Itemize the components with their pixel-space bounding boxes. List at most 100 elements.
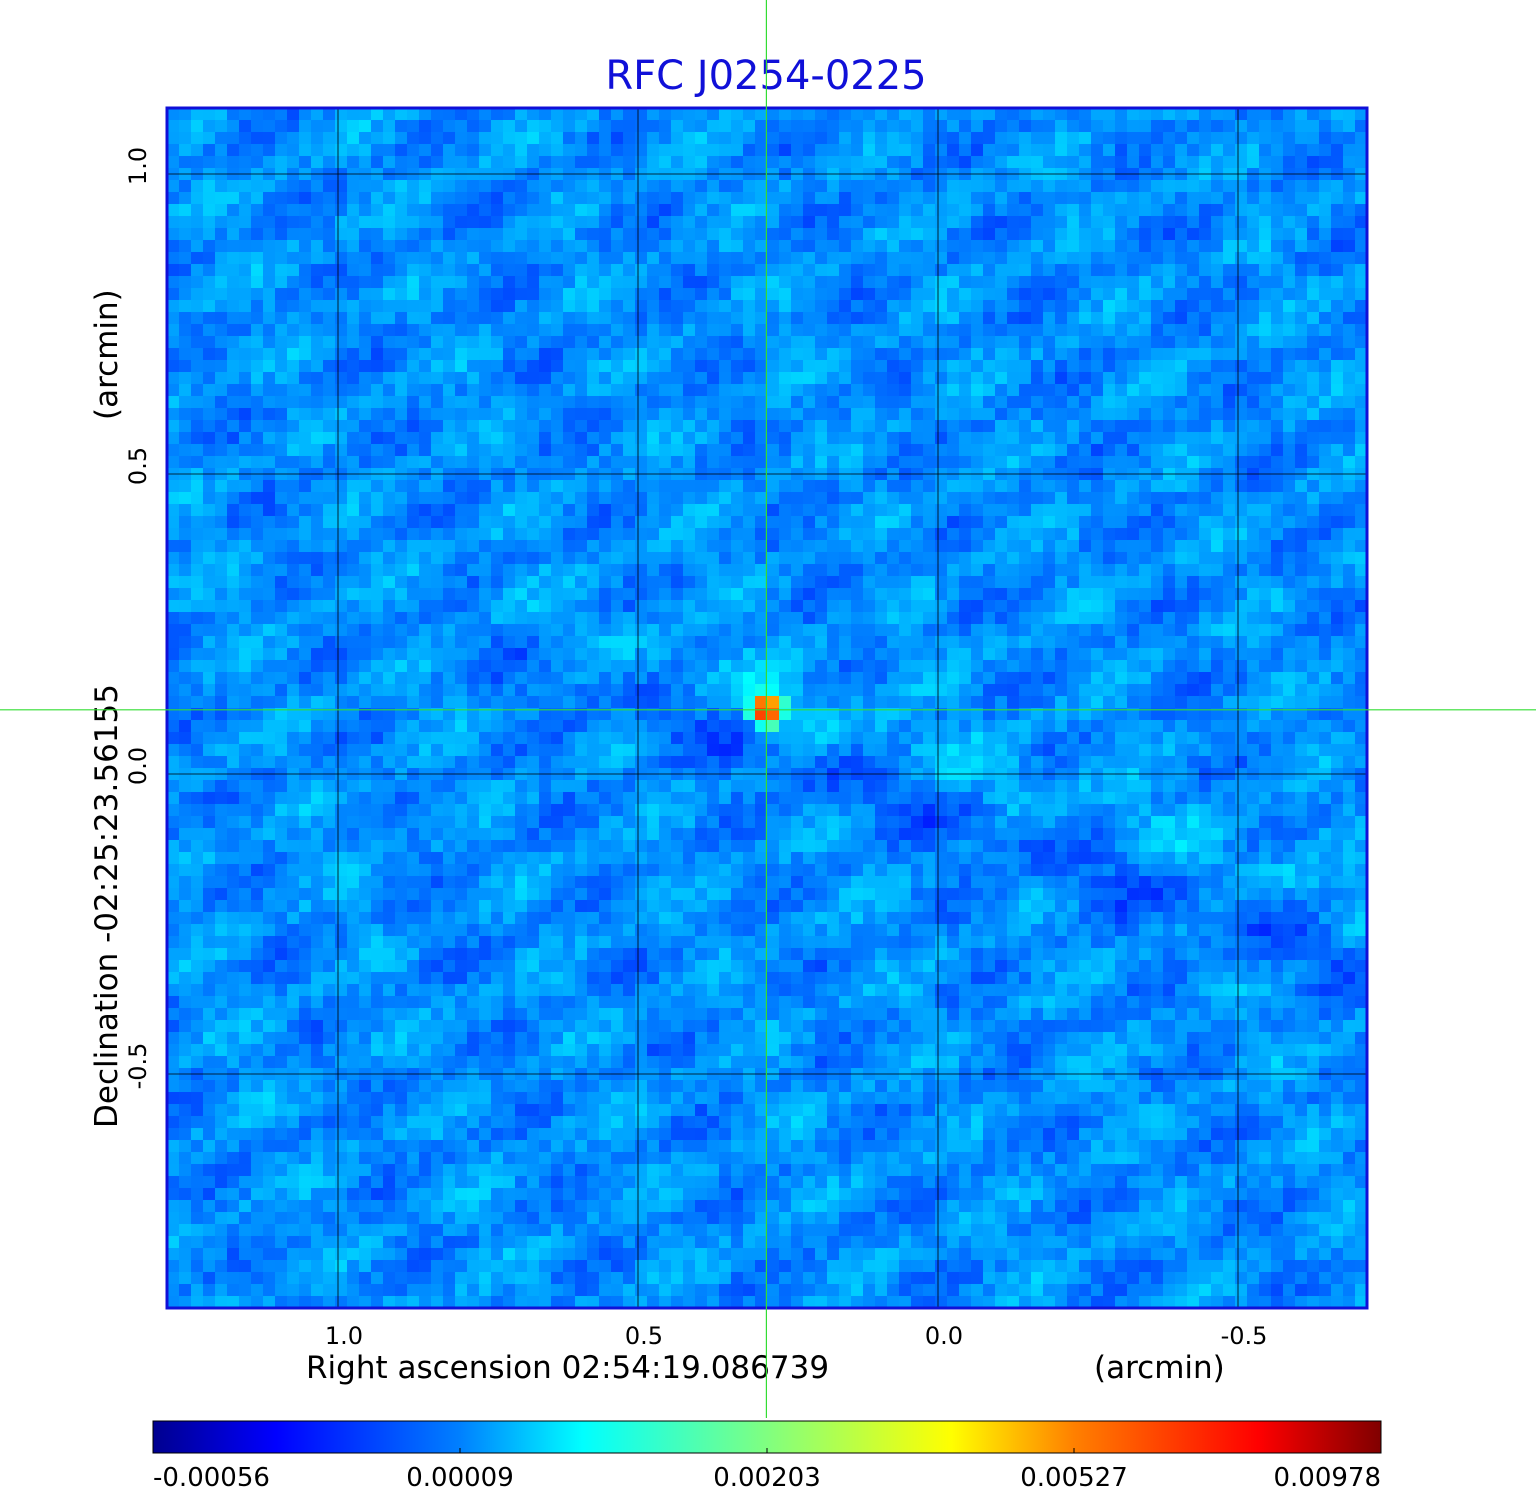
heatmap-cell [923, 204, 936, 217]
heatmap-cell [1115, 252, 1128, 265]
heatmap-cell [395, 336, 408, 349]
heatmap-cell [1151, 624, 1164, 637]
heatmap-cell [299, 624, 312, 637]
heatmap-cell [1103, 516, 1116, 529]
heatmap-cell [179, 480, 192, 493]
heatmap-cell [1235, 528, 1248, 541]
heatmap-cell [659, 396, 672, 409]
heatmap-cell [563, 528, 576, 541]
heatmap-cell [1163, 372, 1176, 385]
heatmap-cell [419, 648, 432, 661]
heatmap-cell [191, 324, 204, 337]
heatmap-cell [179, 288, 192, 301]
heatmap-cell [1343, 216, 1356, 229]
heatmap-cell [179, 552, 192, 565]
heatmap-cell [1319, 552, 1332, 565]
heatmap-cell [971, 312, 984, 325]
heatmap-cell [1331, 552, 1344, 565]
heatmap-cell [587, 444, 600, 457]
heatmap-cell [851, 408, 864, 421]
heatmap-cell [1247, 516, 1260, 529]
heatmap-cell [827, 276, 840, 289]
heatmap-cell [983, 684, 996, 697]
heatmap-cell [515, 600, 528, 613]
heatmap-cell [1283, 312, 1296, 325]
heatmap-cell [1127, 552, 1140, 565]
heatmap-cell [455, 480, 468, 493]
heatmap-cell [659, 576, 672, 589]
heatmap-cell [251, 648, 264, 661]
heatmap-cell [599, 660, 612, 673]
heatmap-cell [1007, 588, 1020, 601]
heatmap-cell [803, 264, 816, 277]
heatmap-cell [743, 480, 756, 493]
heatmap-cell [899, 588, 912, 601]
heatmap-cell [791, 528, 804, 541]
heatmap-cell [311, 528, 324, 541]
heatmap-cell [1187, 300, 1200, 313]
heatmap-cell [431, 600, 444, 613]
heatmap-cell [443, 504, 456, 517]
heatmap-cell [911, 372, 924, 385]
heatmap-cell [467, 360, 480, 373]
heatmap-cell [167, 456, 180, 469]
heatmap-cell [971, 120, 984, 133]
heatmap-cell [863, 324, 876, 337]
heatmap-cell [1127, 288, 1140, 301]
heatmap-cell [959, 372, 972, 385]
heatmap-cell [1091, 132, 1104, 145]
heatmap-cell [851, 348, 864, 361]
heatmap-cell [1139, 672, 1152, 685]
heatmap-cell [899, 132, 912, 145]
heatmap-cell [683, 576, 696, 589]
heatmap-cell [503, 444, 516, 457]
heatmap-cell [947, 528, 960, 541]
heatmap-cell [419, 600, 432, 613]
heatmap-cell [1115, 324, 1128, 337]
heatmap-cell [755, 432, 768, 445]
heatmap-cell [191, 384, 204, 397]
heatmap-cell [707, 552, 720, 565]
heatmap-cell [875, 240, 888, 253]
heatmap-cell [1151, 396, 1164, 409]
heatmap-cell [263, 420, 276, 433]
heatmap-cell [443, 456, 456, 469]
heatmap-cell [1139, 408, 1152, 421]
heatmap-cell [335, 120, 348, 133]
heatmap-cell [419, 516, 432, 529]
heatmap-cell [935, 480, 948, 493]
heatmap-cell [1247, 492, 1260, 505]
heatmap-cell [851, 192, 864, 205]
heatmap-cell [1151, 564, 1164, 577]
heatmap-cell [299, 444, 312, 457]
heatmap-cell [1163, 492, 1176, 505]
heatmap-cell [167, 336, 180, 349]
heatmap-cell [743, 348, 756, 361]
heatmap-cell [1223, 384, 1236, 397]
heatmap-cell [911, 504, 924, 517]
heatmap-cell [335, 408, 348, 421]
heatmap-cell [1163, 540, 1176, 553]
heatmap-cell [995, 108, 1008, 121]
heatmap-cell [1043, 312, 1056, 325]
heatmap-cell [203, 564, 216, 577]
heatmap-cell [767, 336, 780, 349]
heatmap-cell [191, 444, 204, 457]
heatmap-cell [1259, 696, 1272, 709]
heatmap-cell [791, 360, 804, 373]
heatmap-cell [887, 132, 900, 145]
heatmap-cell [419, 528, 432, 541]
heatmap-cell [923, 564, 936, 577]
heatmap-cell [1175, 672, 1188, 685]
heatmap-cell [1307, 684, 1320, 697]
heatmap-cell [491, 120, 504, 133]
heatmap-cell [803, 576, 816, 589]
heatmap-cell [911, 384, 924, 397]
heatmap-cell [239, 240, 252, 253]
heatmap-cell [1007, 696, 1020, 709]
heatmap-cell [1307, 384, 1320, 397]
heatmap-cell [683, 528, 696, 541]
heatmap-cell [659, 336, 672, 349]
heatmap-cell [251, 456, 264, 469]
heatmap-cell [1175, 552, 1188, 565]
